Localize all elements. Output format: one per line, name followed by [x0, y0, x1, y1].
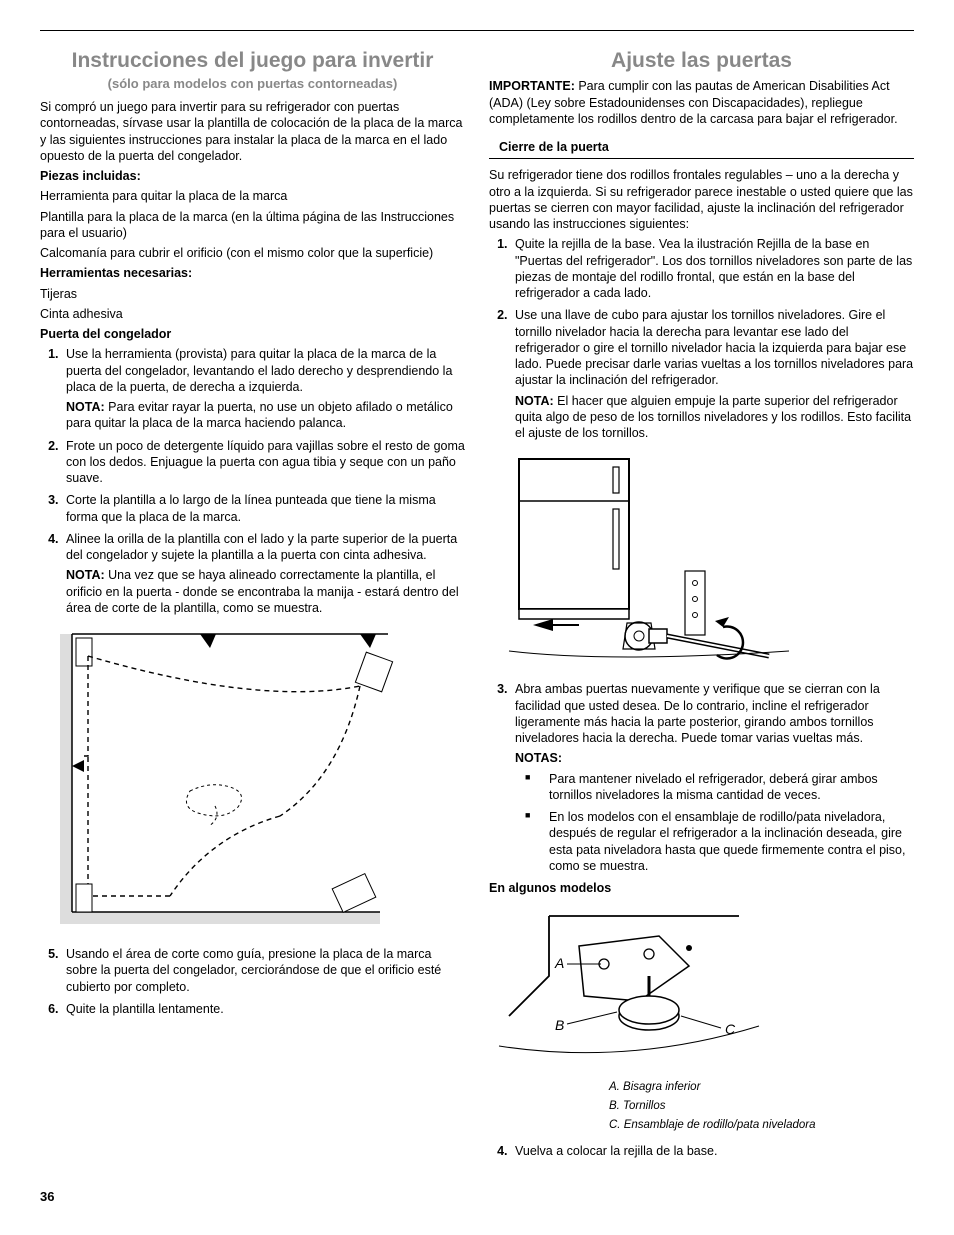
- left-title: Instrucciones del juego para invertir: [40, 47, 465, 74]
- label-c-svg: C: [725, 1021, 736, 1037]
- cierre-head: Cierre de la puerta: [489, 137, 914, 159]
- nota-label: NOTA:: [515, 394, 554, 408]
- right-step-4: Vuelva a colocar la rejilla de la base.: [511, 1143, 914, 1159]
- left-intro: Si compró un juego para invertir para su…: [40, 99, 465, 164]
- right-step-2: Use una llave de cubo para ajustar los t…: [511, 307, 914, 441]
- left-step-1: Use la herramienta (provista) para quita…: [62, 346, 465, 431]
- right-steps-1-2: Quite la rejilla de la base. Vea la ilus…: [489, 236, 914, 441]
- left-step-1-text: Use la herramienta (provista) para quita…: [66, 347, 452, 394]
- freezer-head: Puerta del congelador: [40, 326, 465, 342]
- left-step-1-note: NOTA: Para evitar rayar la puerta, no us…: [66, 399, 465, 432]
- right-step-3-list: Abra ambas puertas nuevamente y verifiqu…: [489, 681, 914, 874]
- left-step-2: Frote un poco de detergente líquido para…: [62, 438, 465, 487]
- right-step-1: Quite la rejilla de la base. Vea la ilus…: [511, 236, 914, 301]
- tools-2: Cinta adhesiva: [40, 306, 465, 322]
- included-head: Piezas incluidas:: [40, 168, 465, 184]
- cierre-intro: Su refrigerador tiene dos rodillos front…: [489, 167, 914, 232]
- right-step-3: Abra ambas puertas nuevamente y verifiqu…: [511, 681, 914, 874]
- notas-head: NOTAS:: [515, 750, 914, 766]
- right-title: Ajuste las puertas: [489, 47, 914, 74]
- label-a-svg: A: [554, 955, 564, 971]
- left-step-6: Quite la plantilla lentamente.: [62, 1001, 465, 1017]
- left-column: Instrucciones del juego para invertir (s…: [40, 43, 465, 1165]
- fridge-figure: [489, 451, 914, 671]
- included-2: Plantilla para la placa de la marca (en …: [40, 209, 465, 242]
- right-step-2-note: NOTA: El hacer que alguien empuje la par…: [515, 393, 914, 442]
- tools-1: Tijeras: [40, 286, 465, 302]
- left-step-3: Corte la plantilla a lo largo de la líne…: [62, 492, 465, 525]
- right-step-4-list: Vuelva a colocar la rejilla de la base.: [489, 1143, 914, 1159]
- hinge-figure: A B C A. Bisagra inferior B. Tornillos C…: [489, 906, 914, 1133]
- nota-label: NOTA:: [66, 568, 105, 582]
- right-column: Ajuste las puertas IMPORTANTE: Para cump…: [489, 43, 914, 1165]
- caption-b: B. Tornillos: [489, 1099, 914, 1114]
- left-subtitle: (sólo para modelos con puertas contornea…: [40, 76, 465, 93]
- label-b-svg: B: [555, 1017, 564, 1033]
- page-number: 36: [40, 1189, 914, 1206]
- nota-2: En los modelos con el ensamblaje de rodi…: [537, 809, 914, 874]
- left-step-4-text: Alinee la orilla de la plantilla con el …: [66, 532, 457, 562]
- left-steps-1-4: Use la herramienta (provista) para quita…: [40, 346, 465, 616]
- caption-a: A. Bisagra inferior: [489, 1080, 914, 1095]
- notas-list: Para mantener nivelado el refrigerador, …: [515, 771, 914, 875]
- nota-1: Para mantener nivelado el refrigerador, …: [537, 771, 914, 804]
- models-head: En algunos modelos: [489, 880, 914, 896]
- page-columns: Instrucciones del juego para invertir (s…: [40, 43, 914, 1165]
- left-step-4: Alinee la orilla de la plantilla con el …: [62, 531, 465, 616]
- template-figure: [40, 626, 465, 936]
- top-rule: [40, 30, 914, 31]
- importante-para: IMPORTANTE: Para cumplir con las pautas …: [489, 78, 914, 127]
- left-step-1-note-text: Para evitar rayar la puerta, no use un o…: [66, 400, 453, 430]
- included-1: Herramienta para quitar la placa de la m…: [40, 188, 465, 204]
- right-step-2-text: Use una llave de cubo para ajustar los t…: [515, 308, 913, 387]
- included-3: Calcomanía para cubrir el orificio (con …: [40, 245, 465, 261]
- left-step-4-note-text: Una vez que se haya alineado correctamen…: [66, 568, 459, 615]
- nota-label: NOTA:: [66, 400, 105, 414]
- caption-c: C. Ensamblaje de rodillo/pata niveladora: [489, 1118, 914, 1133]
- tools-head: Herramientas necesarias:: [40, 265, 465, 281]
- right-step-2-note-text: El hacer que alguien empuje la parte sup…: [515, 394, 911, 441]
- right-step-3-text: Abra ambas puertas nuevamente y verifiqu…: [515, 682, 880, 745]
- left-steps-5-6: Usando el área de corte como guía, presi…: [40, 946, 465, 1017]
- left-step-4-note: NOTA: Una vez que se haya alineado corre…: [66, 567, 465, 616]
- left-step-5: Usando el área de corte como guía, presi…: [62, 946, 465, 995]
- importante-label: IMPORTANTE:: [489, 79, 575, 93]
